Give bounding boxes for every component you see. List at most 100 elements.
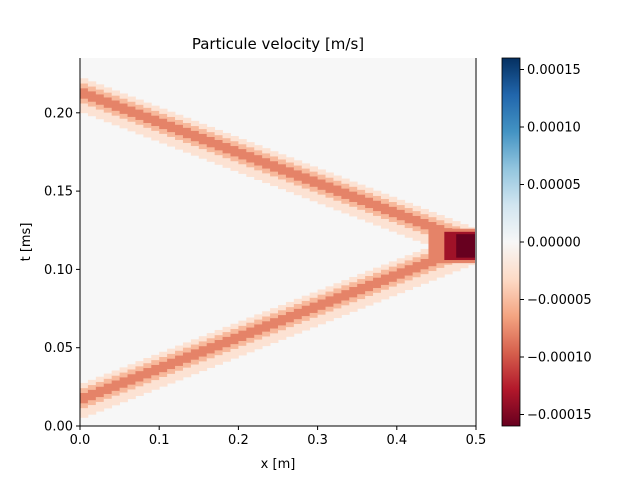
heatmap-cell-incident [119,387,128,393]
heatmap-cell-reflected [349,206,358,217]
heatmap-cell-reflected [119,113,128,119]
heatmap-cell-incident [246,317,255,323]
heatmap-cell-reflected [357,199,366,206]
heatmap-cell-incident [301,295,311,301]
heatmap-cell-reflected [103,92,113,98]
heatmap-cell-reflected [167,136,176,147]
heatmap-cell-incident [214,354,223,365]
heatmap-cell-reflected [412,220,421,227]
heatmap-cell-incident [317,303,326,310]
heatmap-cell-reflected [151,110,160,116]
heatmap-cell-incident [167,358,176,364]
heatmap-cell-reflected [87,95,97,102]
heatmap-cell-reflected [175,129,184,136]
heatmap-cell-incident [301,305,311,311]
heatmap-cell-reflected [262,162,271,169]
heatmap-cell-incident [238,335,247,341]
heatmap-cell-reflected [159,133,168,144]
heatmap-cell-incident [198,350,208,357]
heatmap-cell-incident [349,301,358,312]
heatmap-cell-incident [380,274,390,280]
heatmap-cell-incident [111,390,120,396]
heatmap-cell-reflected [135,104,144,110]
heatmap-cell-reflected [460,224,469,230]
heatmap-cell-reflected [143,107,152,113]
heatmap-cell-reflected [452,225,461,232]
heatmap-cell-reflected [270,165,279,172]
heatmap-cell-reflected [111,100,120,106]
heatmap-cell-reflected [167,126,176,133]
heatmap-cell-reflected [357,194,366,200]
heatmap-cell-incident [412,272,421,278]
heatmap-cell-incident [87,389,97,395]
heatmap-cell-incident [278,309,287,316]
heatmap-cell-incident [222,336,231,342]
heatmap-cell-incident [175,360,184,366]
heatmap-cell-reflected [151,115,160,121]
heatmap-cell-incident [238,325,247,331]
heatmap-cell-reflected [380,193,390,199]
heatmap-cell-incident [262,331,271,337]
heatmap-cell-incident [246,342,255,353]
heatmap-cell-incident [190,359,200,365]
heatmap-cell-reflected [214,129,223,136]
heatmap-cell-incident [254,324,263,330]
heatmap-cell-reflected [428,211,437,218]
heatmap-cell-reflected [206,151,216,162]
heatmap-cell-incident [404,279,414,291]
heatmap-cell-reflected [87,106,97,117]
heatmap-cell-incident [135,381,144,387]
heatmap-cell-reflected [206,136,216,142]
heatmap-cell-reflected [143,127,152,138]
heatmap-cell-incident [159,356,168,362]
heatmap-cell-reflected [309,191,318,202]
heatmap-cell-incident [270,328,279,334]
heatmap-cell-reflected [396,204,406,210]
heatmap-cell-incident [135,385,144,396]
heatmap-cell-reflected [87,90,97,97]
heatmap-cell-reflected [436,224,445,230]
heatmap-cell-incident [341,289,350,295]
heatmap-cell-reflected [95,94,105,100]
heatmap-cell-incident [293,298,303,305]
heatmap-cell-reflected [151,120,160,127]
heatmap-cell-incident [87,379,97,386]
heatmap-cell-incident [325,306,334,312]
heatmap-cell-incident [111,384,120,391]
heatmap-cell-incident [412,276,421,287]
heatmap-cell-incident [80,392,89,398]
heatmap-cell-incident [373,272,382,278]
heatmap-cell-incident [380,279,390,285]
heatmap-cell-incident [293,313,303,320]
heatmap-cell-reflected [412,215,421,221]
heatmap-cell-reflected [254,154,263,161]
heatmap-cell-incident [238,330,247,336]
heatmap-cell-incident [222,346,231,353]
heatmap-cell-reflected [278,168,287,175]
heatmap-cell-reflected [309,171,318,177]
heatmap-cell-reflected [349,201,358,207]
heatmap-cell-incident [103,383,113,389]
heatmap-cell-reflected [412,210,421,216]
heatmap-cell-incident [357,288,366,295]
heatmap-cell-incident [404,275,414,281]
colorbar-tick-label: 0.00010 [527,121,581,136]
heatmap-cell-incident [278,314,287,320]
heatmap-cell-incident [135,365,144,372]
heatmap-cell-incident [190,364,200,375]
heatmap-cell-reflected [87,86,97,92]
colorbar-tick-label: 0.00005 [527,178,581,193]
heatmap-cell-incident [357,278,366,284]
heatmap-cell-incident [103,393,113,399]
heatmap-cell-reflected [238,148,247,154]
heatmap-cell-reflected [349,186,358,192]
heatmap-cell-reflected [230,136,239,142]
heatmap-cell-reflected [127,116,136,122]
heatmap-cell-incident [119,372,128,378]
heatmap-cell-reflected [341,183,350,189]
heatmap-cell-incident [404,269,414,276]
heatmap-cell-incident [127,373,136,380]
heatmap-cell-reflected [270,151,279,157]
heatmap-cell-reflected [222,132,231,139]
heatmap-cell-incident [270,332,279,344]
